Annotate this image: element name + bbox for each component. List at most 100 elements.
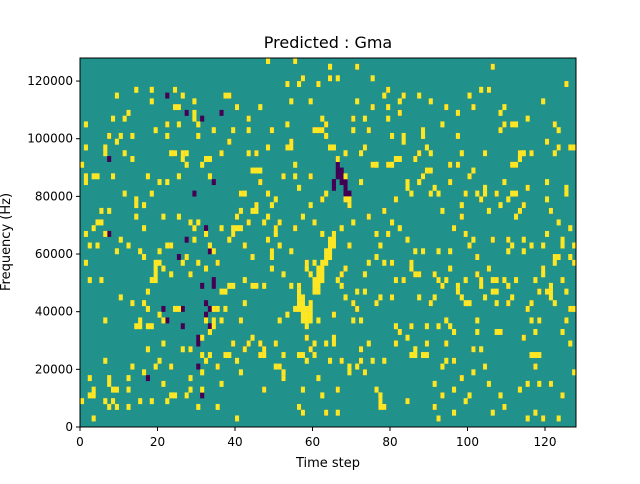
heatmap-cell-high	[335, 277, 340, 284]
heatmap-cell-high	[281, 352, 286, 359]
heatmap-cell-high	[545, 138, 550, 145]
heatmap-cell-high	[382, 403, 387, 410]
heatmap-cell-high	[250, 207, 255, 214]
heatmap-cell-high	[548, 207, 553, 214]
heatmap-cell-high	[207, 328, 212, 335]
heatmap-cell-high	[300, 311, 305, 318]
heatmap-cell-high	[405, 236, 410, 243]
heatmap-cell-high	[235, 225, 240, 232]
heatmap-cell-high	[401, 277, 406, 284]
heatmap-cell-high	[533, 352, 538, 359]
heatmap-cell-low	[331, 179, 336, 186]
heatmap-cell-high	[320, 230, 325, 237]
heatmap-cell-high	[417, 92, 422, 99]
heatmap-cell-high	[165, 179, 170, 186]
heatmap-cell-high	[560, 328, 565, 335]
heatmap-cell-high	[111, 173, 116, 180]
heatmap-cell-high	[421, 132, 426, 139]
heatmap-cell-high	[541, 415, 546, 422]
heatmap-cell-high	[149, 86, 154, 93]
heatmap-cell-high	[293, 225, 298, 232]
heatmap-cell-high	[560, 277, 565, 284]
heatmap-cell-high	[196, 121, 201, 128]
heatmap-cell-high	[537, 317, 542, 324]
heatmap-cell-high	[455, 109, 460, 116]
heatmap-cell-high	[254, 150, 259, 157]
heatmap-cell-high	[149, 98, 154, 105]
heatmap-cell-high	[479, 346, 484, 353]
heatmap-cell-high	[285, 144, 290, 151]
heatmap-cell-high	[238, 317, 243, 324]
heatmap-cell-high	[200, 369, 205, 376]
heatmap-cell-high	[204, 317, 209, 324]
heatmap-cell-high	[421, 352, 426, 359]
heatmap-cell-high	[514, 161, 519, 168]
heatmap-cell-low	[196, 340, 201, 347]
heatmap-cell-high	[297, 288, 302, 295]
heatmap-cell-high	[413, 248, 418, 255]
heatmap-cell-high	[521, 334, 526, 341]
heatmap-cell-high	[409, 265, 414, 272]
heatmap-cell-high	[444, 277, 449, 284]
heatmap-cell-high	[238, 225, 243, 232]
heatmap-cell-high	[273, 363, 278, 370]
heatmap-cell-high	[552, 150, 557, 157]
heatmap-cell-high	[312, 352, 317, 359]
heatmap-cell-high	[126, 242, 131, 249]
heatmap-cell-high	[184, 161, 189, 168]
heatmap-cell-high	[374, 161, 379, 168]
heatmap-cell-high	[293, 161, 298, 168]
heatmap-cell-high	[316, 317, 321, 324]
heatmap-cell-high	[304, 334, 309, 341]
heatmap-cell-high	[180, 259, 185, 266]
heatmap-cell-high	[424, 352, 429, 359]
heatmap-cell-high	[227, 138, 232, 145]
heatmap-cell-high	[463, 300, 468, 307]
heatmap-cell-high	[304, 265, 309, 272]
heatmap-cell-high	[269, 254, 274, 260]
heatmap-cell-high	[281, 271, 286, 278]
heatmap-cell-low	[211, 179, 216, 186]
heatmap-cell-high	[320, 259, 325, 266]
heatmap-cell-high	[196, 403, 201, 410]
heatmap-cell-high	[95, 219, 100, 226]
heatmap-cell-high	[552, 121, 557, 128]
heatmap-cell-high	[114, 92, 119, 99]
heatmap-cell-high	[242, 346, 247, 353]
heatmap-cell-high	[176, 305, 181, 312]
heatmap-cell-high	[219, 317, 224, 324]
heatmap-cell-high	[386, 161, 391, 168]
heatmap-cell-high	[436, 323, 441, 330]
heatmap-cell-high	[405, 184, 410, 191]
heatmap-cell-high	[176, 104, 181, 111]
heatmap-cell-high	[378, 294, 383, 301]
heatmap-cell-high	[498, 202, 503, 209]
heatmap-cell-low	[207, 248, 212, 255]
heatmap-cell-high	[521, 248, 526, 255]
heatmap-cell-high	[370, 75, 375, 82]
heatmap-cell-high	[149, 190, 154, 197]
heatmap-cell-high	[486, 207, 491, 214]
heatmap-cell-high	[393, 323, 398, 330]
heatmap-cell-high	[517, 386, 522, 393]
heatmap-cell-high	[510, 121, 515, 128]
heatmap-cell-low	[145, 375, 150, 382]
heatmap-cell-high	[347, 242, 352, 249]
heatmap-cell-high	[335, 386, 340, 393]
heatmap-cell-high	[324, 132, 329, 139]
heatmap-cell-high	[223, 352, 228, 359]
heatmap-cell-high	[490, 277, 495, 284]
heatmap-cell-high	[514, 213, 519, 220]
heatmap-cell-high	[219, 288, 224, 295]
heatmap-cell-high	[231, 127, 236, 134]
plot-frame	[79, 57, 577, 428]
heatmap-cell-high	[328, 63, 333, 70]
heatmap-cell-high	[428, 167, 433, 174]
heatmap-cell-high	[308, 317, 313, 324]
heatmap-cell-high	[467, 92, 472, 99]
heatmap-cell-high	[157, 311, 162, 318]
heatmap-cell-low	[180, 323, 185, 330]
heatmap-cell-high	[200, 352, 205, 359]
heatmap-cell-high	[114, 248, 119, 255]
heatmap-cell-high	[273, 340, 278, 347]
